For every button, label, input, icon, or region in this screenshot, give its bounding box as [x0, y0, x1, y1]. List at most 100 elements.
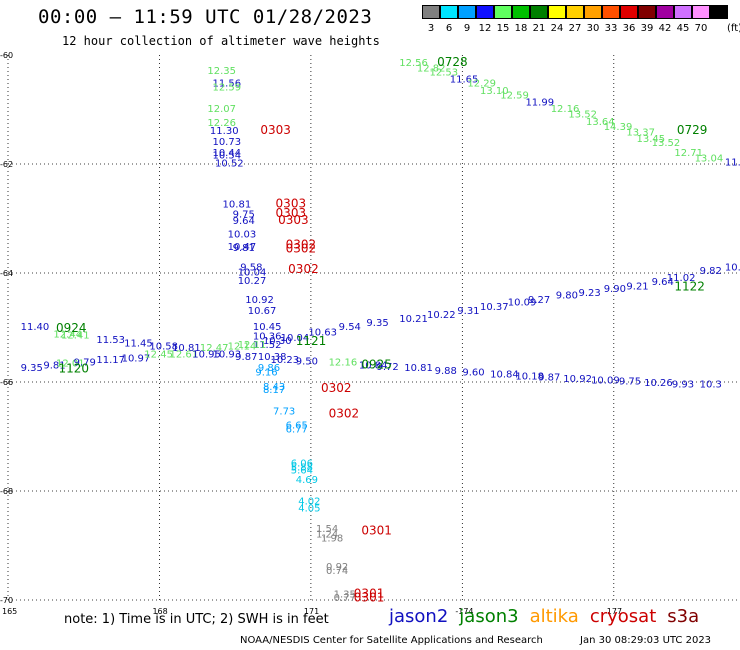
swh-value: 10.52: [215, 159, 244, 170]
units-note: note: 1) Time is in UTC; 2) SWH is in fe…: [64, 612, 329, 627]
swh-value: 9.64: [233, 216, 255, 227]
swh-value: 9.93: [672, 379, 694, 390]
swh-value: 1.54: [316, 524, 338, 535]
swh-value: 12.35: [207, 66, 236, 77]
swh-value: 13.52: [652, 138, 681, 149]
swh-value: 10.21: [399, 314, 428, 325]
swh-value: 10.84: [359, 360, 388, 371]
swh-value: 10.18: [515, 371, 544, 382]
legend-label: 45: [676, 23, 690, 34]
swh-value: 9.90: [604, 284, 626, 295]
swh-value: 11.30: [210, 126, 239, 137]
pass-time-labels: 0303030303030303030203020302030203020301…: [56, 55, 707, 605]
legend-swatch: [620, 5, 638, 19]
axis-tick-labels: -60 -62 -64 -66 -68 -70 165 168 171 -174 177: [0, 51, 622, 616]
swh-value: 9.80: [556, 291, 578, 302]
lat-tick-label: -70: [0, 596, 13, 605]
swh-value: 10.04: [238, 268, 267, 279]
lat-tick-label: -68: [0, 487, 13, 496]
swh-value: 9.50: [296, 357, 318, 368]
lat-tick-label: -62: [0, 160, 13, 169]
swh-value: 12.71: [674, 148, 703, 159]
pass-time: 0729: [677, 123, 708, 137]
legend-label: 6: [445, 23, 453, 34]
swh-value: 11.99: [525, 98, 554, 109]
swh-value: 12.59: [212, 82, 241, 93]
legend-swatch: [638, 5, 656, 19]
legend-swatch: [656, 5, 674, 19]
swh-value: 11.40: [21, 322, 50, 333]
swh-value: 10.04: [281, 333, 310, 344]
swh-value: 10.37: [480, 302, 509, 313]
satellite-name-jason2: jason2: [389, 606, 449, 627]
swh-value: 10.47: [228, 242, 257, 253]
creation-time: Jan 30 08:29:03 UTC 2023: [580, 635, 712, 646]
legend-label: 30: [586, 23, 600, 34]
legend-swatch: [440, 5, 458, 19]
swh-value: 10.63: [308, 328, 337, 339]
legend-swatch: [584, 5, 602, 19]
swh-value: 10.45: [253, 322, 282, 333]
swh-value: 10.92: [245, 295, 274, 306]
pass-time: 0301: [354, 591, 385, 605]
lat-lon-grid: [7, 55, 740, 601]
swh-value: 9.60: [462, 367, 484, 378]
swh-value: 12.14: [228, 341, 257, 352]
pass-time: 0301: [354, 586, 385, 600]
swh-value: 12.45: [144, 349, 173, 360]
swh-value: 11.02: [667, 273, 696, 284]
swh-value: 12.16: [551, 104, 580, 115]
swh-value: 12.61: [170, 349, 199, 360]
swh-value: 4.05: [298, 504, 320, 515]
legend-swatch: [476, 5, 494, 19]
lon-tick-label: 165: [2, 607, 17, 616]
swh-value: 9.27: [528, 295, 550, 306]
legend-swatch: [494, 5, 512, 19]
pass-time: 1120: [58, 362, 89, 376]
swh-value: 9.31: [457, 306, 479, 317]
swh-value: 5.88: [291, 462, 313, 473]
swh-value: 12.07: [207, 104, 236, 115]
swh-value: 9.75: [619, 377, 641, 388]
swh-value: 10.23: [271, 355, 300, 366]
swh-value: 11.45: [124, 339, 153, 350]
pass-time: 0303: [276, 197, 307, 211]
swh-value: 5.64: [291, 466, 313, 477]
swh-value: 11.53: [96, 335, 125, 346]
swh-value: 12.01: [56, 359, 85, 370]
swh-value: 10.38: [258, 352, 287, 363]
swh-value: 10.73: [212, 137, 241, 148]
swh-value: 12.16: [329, 358, 358, 369]
swh-value: 10.27: [238, 276, 267, 287]
swh-value: 12.53: [430, 68, 459, 79]
legend-swatch: [422, 5, 440, 19]
swh-value: 10.3: [700, 379, 722, 390]
pass-time: 0303: [276, 206, 307, 220]
swh-value: 0.74: [326, 566, 348, 577]
swh-value: 11.52: [253, 340, 282, 351]
legend-label: 39: [640, 23, 654, 34]
pass-time: 0302: [329, 406, 360, 420]
swh-value: 0.77: [334, 593, 356, 604]
swh-value: 10.81: [223, 200, 252, 211]
swh-value: 9.87: [235, 352, 257, 363]
pass-time: 0925: [361, 357, 392, 371]
swh-value: 9.21: [626, 281, 648, 292]
lat-tick-label: -64: [0, 269, 13, 278]
pass-time: 0728: [437, 55, 468, 69]
swh-value: 10.: [725, 262, 740, 273]
swh-value: 10.36: [253, 331, 282, 342]
swh-value: 14.39: [604, 122, 633, 133]
legend-swatch: [602, 5, 620, 19]
legend-label: 70: [694, 23, 708, 34]
swh-value: 9.81: [43, 360, 65, 371]
swh-value: 9.54: [339, 322, 361, 333]
lat-tick-label: -66: [0, 378, 13, 387]
swh-value: 9.82: [700, 266, 722, 277]
legend-label: 9: [463, 23, 471, 34]
credit-line: NOAA/NESDIS Center for Satellite Applica…: [240, 635, 543, 646]
swh-value: 10.97: [122, 353, 151, 364]
legend-swatch: [692, 5, 710, 19]
swh-value: 9.88: [435, 366, 457, 377]
